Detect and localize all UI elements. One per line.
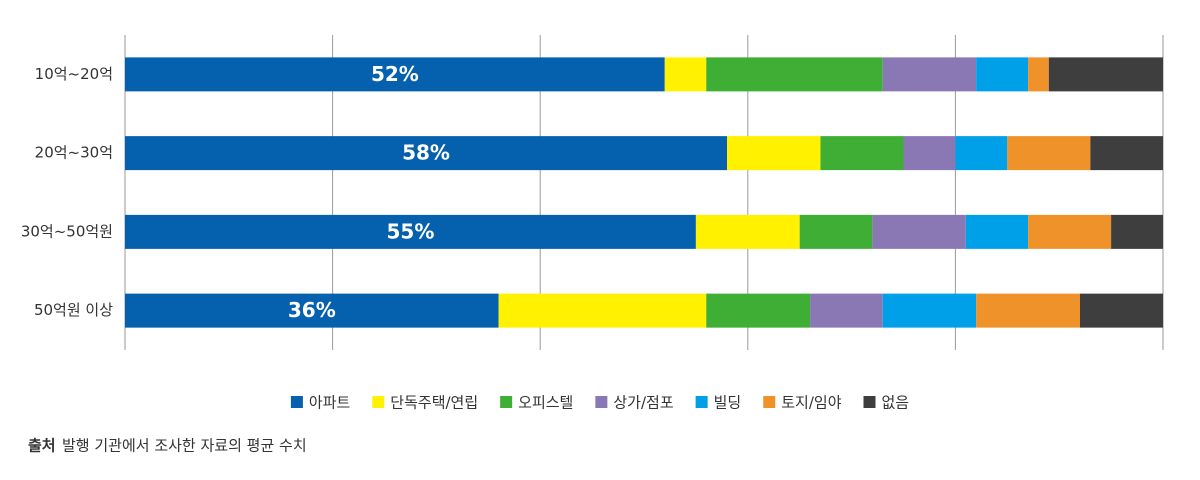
value-label: 58% <box>402 141 450 165</box>
bar-segment <box>1079 293 1163 328</box>
source-label: 출처 <box>28 437 56 455</box>
bar-segment <box>1007 136 1091 171</box>
bar-segment <box>498 293 707 328</box>
legend-label: 토지/임야 <box>781 394 841 412</box>
bar-segment <box>1090 136 1163 171</box>
bar-segment <box>882 57 977 92</box>
legend-swatch <box>763 396 776 408</box>
value-label: 36% <box>288 298 336 322</box>
bar-segment <box>706 293 811 328</box>
legend-label: 오피스텔 <box>518 394 573 412</box>
value-label: 52% <box>371 62 419 86</box>
bar-segment <box>976 293 1080 328</box>
bar-segment <box>125 136 728 171</box>
bar-segment <box>125 214 696 249</box>
bar-segment <box>727 136 821 171</box>
legend-swatch <box>595 396 608 408</box>
bar-segment <box>125 293 499 328</box>
y-tick-label: 30억~50억원 <box>21 222 113 240</box>
bar-segment <box>125 57 665 92</box>
bar-segment <box>810 293 883 328</box>
bar-segment <box>903 136 956 171</box>
legend-label: 단독주택/연립 <box>390 394 478 412</box>
legend-swatch <box>695 396 708 408</box>
value-label: 55% <box>387 219 435 243</box>
bar-segment <box>1111 214 1163 249</box>
legend-label: 상가/점포 <box>613 394 673 412</box>
bar-segment <box>955 136 1008 171</box>
bar-segment <box>882 293 977 328</box>
legend-label: 아파트 <box>309 394 351 412</box>
legend-swatch <box>863 396 876 408</box>
legend-label: 없음 <box>882 394 910 412</box>
bar-segment <box>1048 57 1163 92</box>
legend-swatch <box>290 396 303 408</box>
bar-segment <box>664 57 707 92</box>
bar-segment <box>872 214 966 249</box>
bar-segment <box>1028 214 1112 249</box>
source-text: 발행 기관에서 조사한 자료의 평균 수치 <box>62 437 307 455</box>
bar-segment <box>976 57 1029 92</box>
bar-segment <box>799 214 873 249</box>
legend-swatch <box>372 396 385 408</box>
y-tick-label: 50억원 이상 <box>34 301 113 319</box>
bar-segment <box>965 214 1029 249</box>
legend-swatch <box>500 396 513 408</box>
bar-segment <box>1028 57 1049 92</box>
bar-segment <box>820 136 904 171</box>
y-tick-label: 10억~20억 <box>35 65 113 83</box>
bar-segment <box>706 57 883 92</box>
legend-label: 빌딩 <box>714 394 742 412</box>
y-tick-label: 20억~30억 <box>35 144 113 162</box>
bar-segment <box>695 214 800 249</box>
